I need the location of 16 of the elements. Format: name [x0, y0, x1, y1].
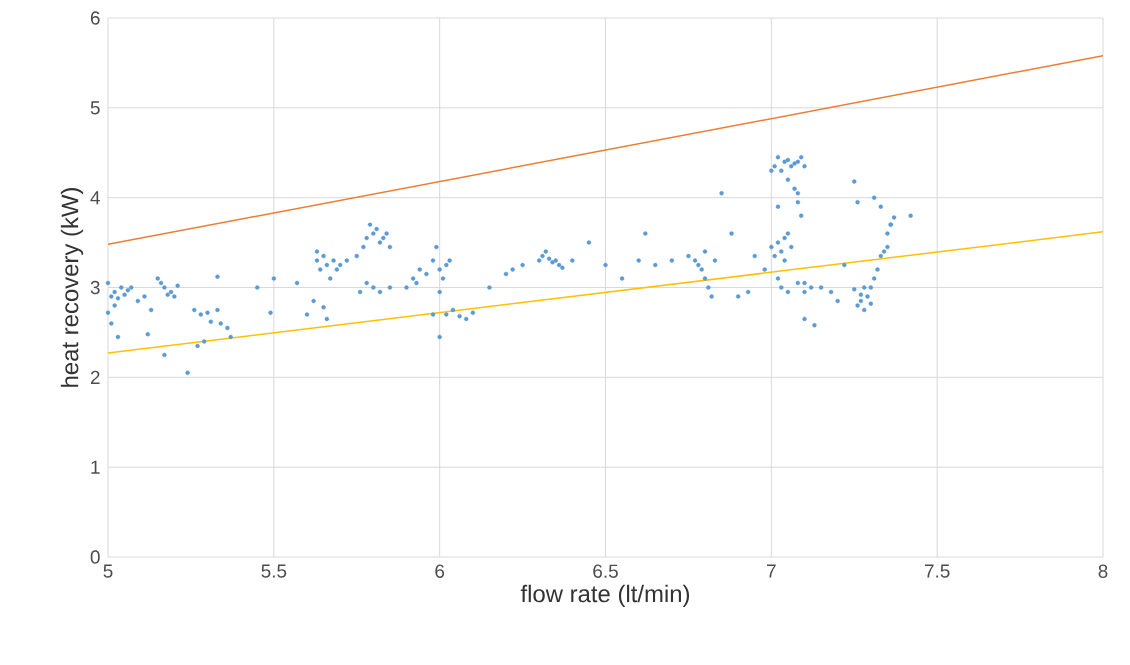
- x-tick-label: 6: [435, 564, 445, 578]
- y-tick-label: 6: [90, 11, 100, 25]
- x-tick-label: 5: [103, 564, 113, 578]
- x-tick-label: 5.5: [261, 564, 287, 578]
- y-tick-label: 3: [90, 280, 100, 295]
- x-tick-label: 7.5: [924, 564, 950, 578]
- x-axis-title: flow rate (lt/min): [520, 584, 690, 608]
- y-tick-label: 4: [90, 191, 100, 205]
- x-tick-label: 6.5: [593, 564, 618, 578]
- y-axis-title: heat recovery (kW): [60, 188, 84, 387]
- y-tick-label: 2: [90, 370, 100, 384]
- y-tick-label: 0: [90, 550, 100, 564]
- x-tick-label: 7: [767, 564, 776, 578]
- x-tick-label: 8: [1098, 564, 1108, 578]
- y-tick-label: 1: [91, 460, 100, 474]
- y-tick-label: 5: [90, 101, 100, 115]
